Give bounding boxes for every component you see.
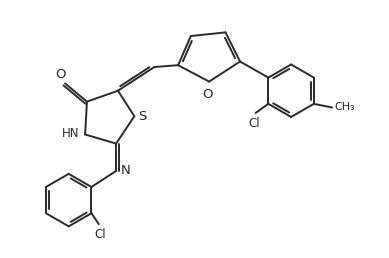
Text: O: O	[55, 68, 66, 80]
Text: HN: HN	[62, 127, 80, 140]
Text: Cl: Cl	[95, 228, 106, 241]
Text: O: O	[202, 88, 212, 101]
Text: Cl: Cl	[248, 117, 259, 130]
Text: CH₃: CH₃	[334, 102, 355, 112]
Text: S: S	[138, 110, 146, 124]
Text: N: N	[121, 164, 131, 178]
